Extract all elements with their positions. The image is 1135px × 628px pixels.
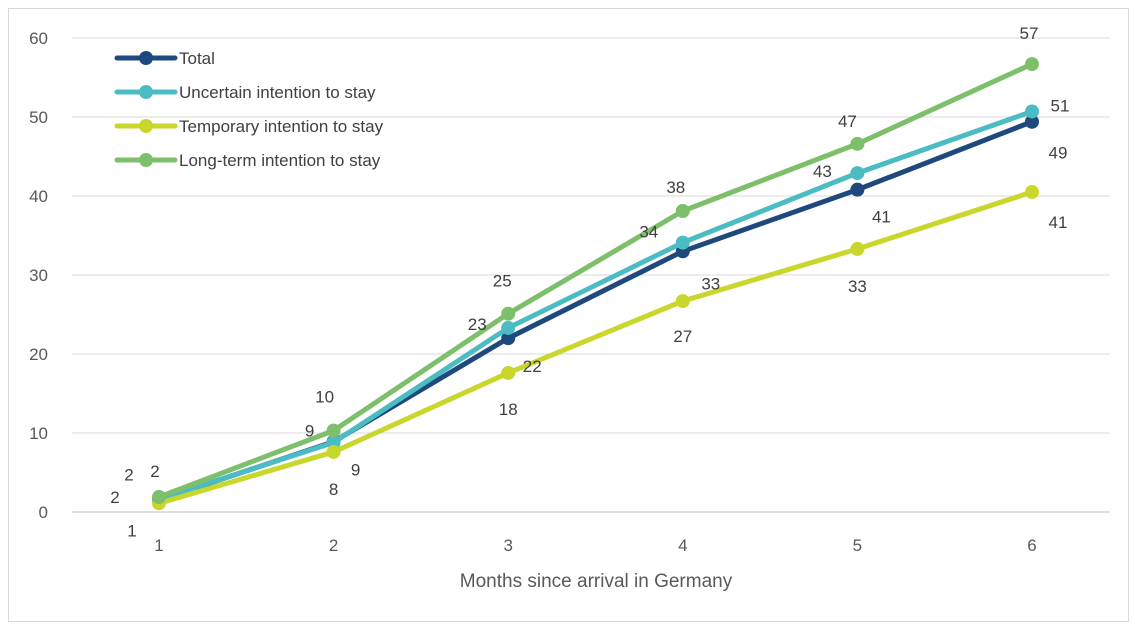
y-tick-label: 50 <box>29 108 48 127</box>
legend-item-0: Total <box>114 49 215 68</box>
data-labels: 2922334149292334435118182733412102538475… <box>110 24 1069 540</box>
y-axis: 0 10 20 30 40 50 60 <box>29 29 48 522</box>
data-point <box>501 331 516 346</box>
data-label: 33 <box>701 274 720 293</box>
series-lines <box>152 57 1039 511</box>
y-tick-label: 20 <box>29 345 48 364</box>
data-label: 57 <box>1020 24 1039 43</box>
x-tick-label: 6 <box>1027 536 1036 555</box>
data-label: 9 <box>351 461 360 480</box>
data-label: 18 <box>499 400 518 419</box>
legend-marker <box>139 153 153 167</box>
data-point <box>152 489 166 504</box>
legend-item-2: Temporary intention to stay <box>114 117 384 136</box>
data-label: 2 <box>150 462 159 481</box>
data-point <box>850 136 865 151</box>
legend-marker <box>139 85 153 99</box>
data-label: 43 <box>813 162 832 181</box>
chart-frame <box>8 8 1129 622</box>
data-point <box>501 306 516 321</box>
data-point <box>675 294 690 309</box>
data-label: 1 <box>127 521 136 540</box>
y-tick-label: 40 <box>29 187 48 206</box>
data-label: 34 <box>639 223 658 242</box>
series-line <box>156 189 1035 506</box>
x-tick-label: 3 <box>503 536 512 555</box>
data-point <box>326 444 341 459</box>
data-label: 41 <box>872 208 891 227</box>
data-label: 2 <box>110 488 119 507</box>
data-label: 25 <box>493 272 512 291</box>
x-axis-title: Months since arrival in Germany <box>460 571 733 592</box>
y-tick-label: 60 <box>29 29 48 48</box>
data-label: 2 <box>124 465 133 484</box>
data-point <box>850 166 865 181</box>
legend-marker <box>139 51 153 65</box>
legend-label: Long-term intention to stay <box>179 151 381 170</box>
data-point <box>850 182 865 197</box>
x-tick-label: 4 <box>678 536 687 555</box>
x-tick-label: 2 <box>329 536 338 555</box>
data-label: 22 <box>523 357 542 376</box>
legend-item-1: Uncertain intention to stay <box>114 83 376 102</box>
data-label: 33 <box>848 277 867 296</box>
series-line <box>156 61 1035 500</box>
data-point <box>1025 104 1039 119</box>
data-label: 8 <box>329 480 338 499</box>
legend-label: Total <box>179 49 215 68</box>
data-label: 27 <box>673 327 692 346</box>
series-line <box>156 119 1035 503</box>
data-point <box>501 320 516 335</box>
data-label: 23 <box>468 315 487 334</box>
legend-item-3: Long-term intention to stay <box>114 151 381 170</box>
y-tick-label: 30 <box>29 266 48 285</box>
legend-label: Uncertain intention to stay <box>179 83 376 102</box>
legend-label: Temporary intention to stay <box>179 117 384 136</box>
x-tick-label: 1 <box>154 536 163 555</box>
data-label: 49 <box>1049 144 1068 163</box>
series-2 <box>152 185 1039 511</box>
data-point <box>1025 57 1039 72</box>
data-label: 47 <box>838 112 857 131</box>
data-point <box>1025 185 1039 200</box>
x-tick-label: 5 <box>853 536 862 555</box>
legend: Total Uncertain intention to stay Temporar… <box>114 49 384 170</box>
data-label: 51 <box>1051 96 1070 115</box>
x-axis: 1 2 3 4 5 6 <box>154 536 1036 555</box>
data-point <box>326 423 341 438</box>
series-line <box>156 108 1035 502</box>
data-point <box>675 204 690 219</box>
data-label: 9 <box>305 421 314 440</box>
data-label: 38 <box>666 178 685 197</box>
data-label: 41 <box>1049 213 1068 232</box>
gridlines <box>72 37 1110 513</box>
data-point <box>675 235 690 250</box>
y-tick-label: 10 <box>29 424 48 443</box>
legend-marker <box>139 119 153 133</box>
y-tick-label: 0 <box>39 503 48 522</box>
data-point <box>1025 114 1039 129</box>
data-label: 10 <box>315 388 334 407</box>
data-point <box>501 365 516 380</box>
series-3 <box>152 57 1039 504</box>
data-point <box>850 241 865 256</box>
